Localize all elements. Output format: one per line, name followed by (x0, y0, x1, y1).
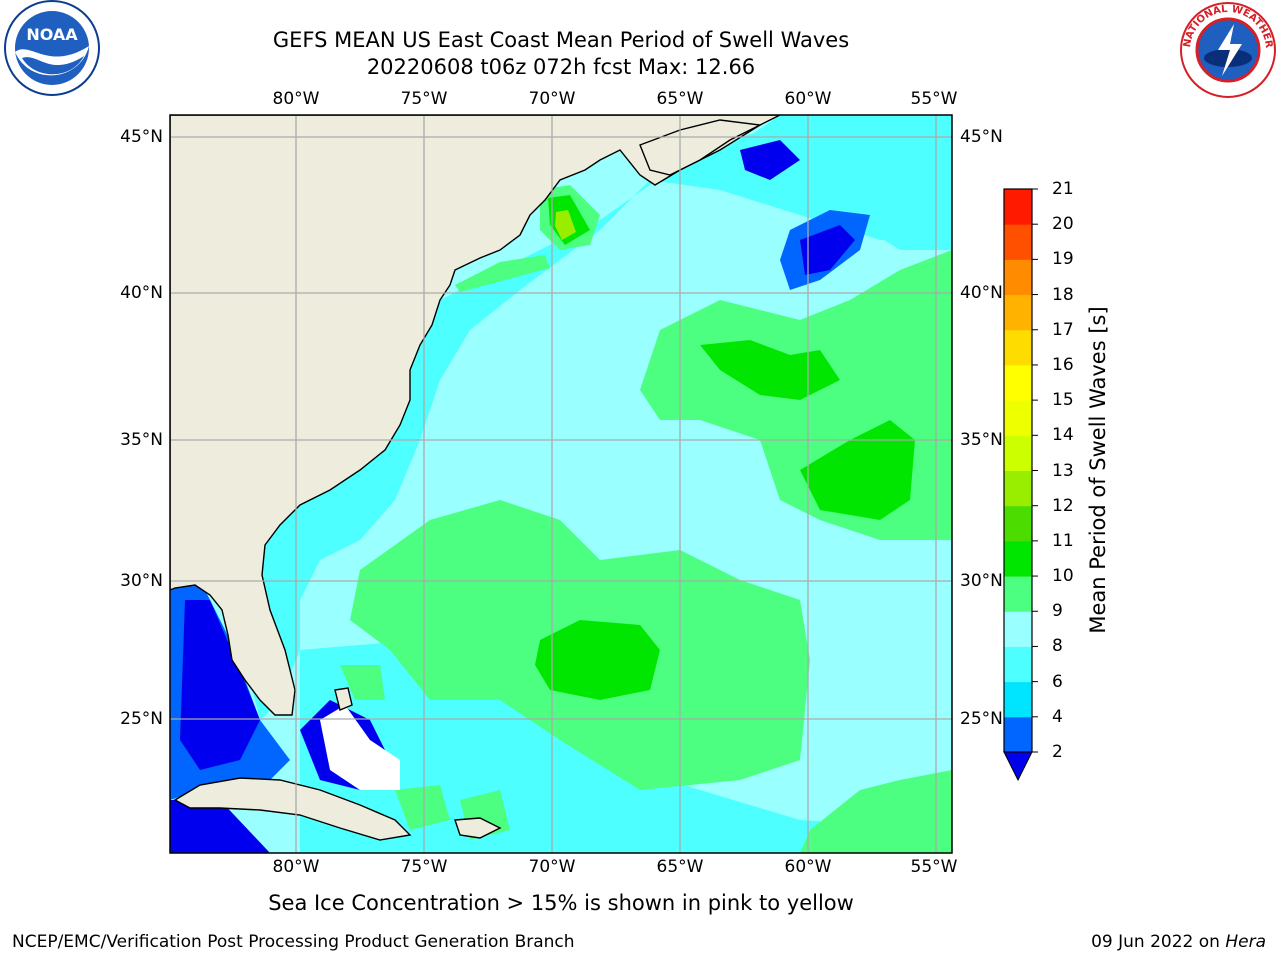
colorbar-band (1004, 681, 1032, 718)
lat-label-left-35n: 35°N (120, 430, 163, 450)
nws-logo: NATIONAL WEATHER SERVICE (1178, 0, 1276, 98)
lon-label-top-75w: 75°W (400, 89, 448, 109)
colorbar-band (1004, 259, 1032, 296)
colorbar-tick-label: 2 (1052, 742, 1063, 762)
colorbar-band (1004, 470, 1032, 507)
colorbar-tick-label: 16 (1052, 354, 1074, 375)
swell-band-darkblue-caribbean (170, 800, 270, 853)
colorbar-band (1004, 576, 1032, 612)
land-north-america (170, 115, 781, 716)
lon-label-top-70w: 70°W (528, 89, 576, 109)
land-nova-scotia (639, 119, 763, 176)
lat-label-right-30n: 30°N (960, 571, 1003, 591)
swell-band-max (555, 210, 576, 240)
colorbar-band (1004, 400, 1032, 436)
swell-band-darkgreen-south (535, 620, 660, 700)
land-cuba (173, 777, 412, 841)
sea-ice-note: Sea Ice Concentration > 15% is shown in … (268, 891, 854, 915)
colorbar-tick-label: 21 (1052, 179, 1074, 199)
colorbar (1003, 188, 1038, 782)
lat-label-right-45n: 45°N (960, 127, 1003, 147)
swell-band-green-longisland (455, 255, 550, 292)
colorbar-band (1004, 364, 1032, 401)
colorbar-band (1004, 224, 1032, 260)
colorbar-tick-label: 20 (1052, 214, 1074, 235)
colorbar-band (1004, 611, 1032, 647)
land-hispaniola (454, 817, 502, 839)
land-mass (170, 115, 781, 841)
colorbar-tick-label: 14 (1052, 425, 1074, 446)
lat-label-left-45n: 45°N (120, 127, 163, 147)
colorbar-band (1004, 716, 1032, 753)
no-data-region (320, 705, 400, 790)
colorbar-band (1004, 505, 1032, 542)
lat-label-right-35n: 35°N (960, 430, 1003, 450)
colorbar-tick-label: 19 (1052, 249, 1074, 270)
colorbar-band (1004, 540, 1032, 577)
colorbar-tick-label: 15 (1052, 390, 1074, 411)
lon-label-top-55w: 55°W (910, 89, 958, 109)
map-frame (169, 114, 953, 854)
colorbar-tick-label: 10 (1052, 566, 1074, 587)
chart-title: GEFS MEAN US East Coast Mean Period of S… (272, 28, 850, 52)
swell-band-darkgreen-east (800, 420, 915, 520)
lat-label-right-25n: 25°N (960, 709, 1003, 729)
colorbar-tick-label: 11 (1052, 530, 1074, 551)
lat-label-left-25n: 25°N (120, 709, 163, 729)
colorbar-band (1004, 329, 1032, 366)
colorbar-band (1004, 294, 1032, 331)
swell-band-darkgreen-northeast (700, 340, 840, 400)
colorbar-label: Mean Period of Swell Waves [s] (1086, 306, 1110, 634)
lon-label-top-60w: 60°W (784, 89, 832, 109)
colorbar-tick-label: 6 (1052, 671, 1063, 692)
lon-label-bottom-80w: 80°W (272, 857, 320, 877)
lat-label-left-30n: 30°N (120, 571, 163, 591)
chart-subtitle: 20220608 t06z 072h fcst Max: 12.66 (366, 55, 756, 79)
colorbar-band (1004, 646, 1032, 683)
lon-label-bottom-65w: 65°W (656, 857, 704, 877)
colorbar-tick-label: 4 (1052, 706, 1063, 727)
noaa-logo: NOAA (4, 0, 100, 96)
date-text: 09 Jun 2022 on (1091, 932, 1226, 952)
lon-label-bottom-55w: 55°W (910, 857, 958, 877)
lon-label-bottom-70w: 70°W (528, 857, 576, 877)
swell-band-darkblue-scotian (740, 140, 855, 275)
date-stamp: 09 Jun 2022 on Hera (1091, 932, 1266, 952)
colorbar-tick-label: 9 (1052, 601, 1063, 622)
swell-band-green-bahamas (340, 665, 510, 840)
lon-label-top-80w: 80°W (272, 89, 320, 109)
lon-label-bottom-60w: 60°W (784, 857, 832, 877)
graticule (170, 115, 952, 853)
lat-label-left-40n: 40°N (120, 283, 163, 303)
colorbar-under-triangle (1003, 751, 1033, 782)
swell-band-green-southeast (800, 770, 952, 853)
lon-label-bottom-75w: 75°W (400, 857, 448, 877)
swell-period-field (170, 115, 952, 853)
colorbar-tick-label: 13 (1052, 460, 1074, 481)
host-name: Hera (1225, 932, 1266, 952)
colorbar-tick-label: 18 (1052, 284, 1074, 305)
colorbar-band (1004, 435, 1032, 471)
colorbar-tick-label: 8 (1052, 636, 1063, 657)
lon-label-top-65w: 65°W (656, 89, 704, 109)
noaa-logo-text: NOAA (26, 25, 78, 44)
land-andros (334, 687, 353, 711)
lat-label-right-40n: 40°N (960, 283, 1003, 303)
swell-band-darkblue-gulf (180, 600, 260, 770)
colorbar-tick-label: 17 (1052, 319, 1074, 340)
colorbar-band (1004, 189, 1032, 225)
credit-line: NCEP/EMC/Verification Post Processing Pr… (12, 932, 575, 952)
colorbar-tick-label: 12 (1052, 495, 1074, 516)
